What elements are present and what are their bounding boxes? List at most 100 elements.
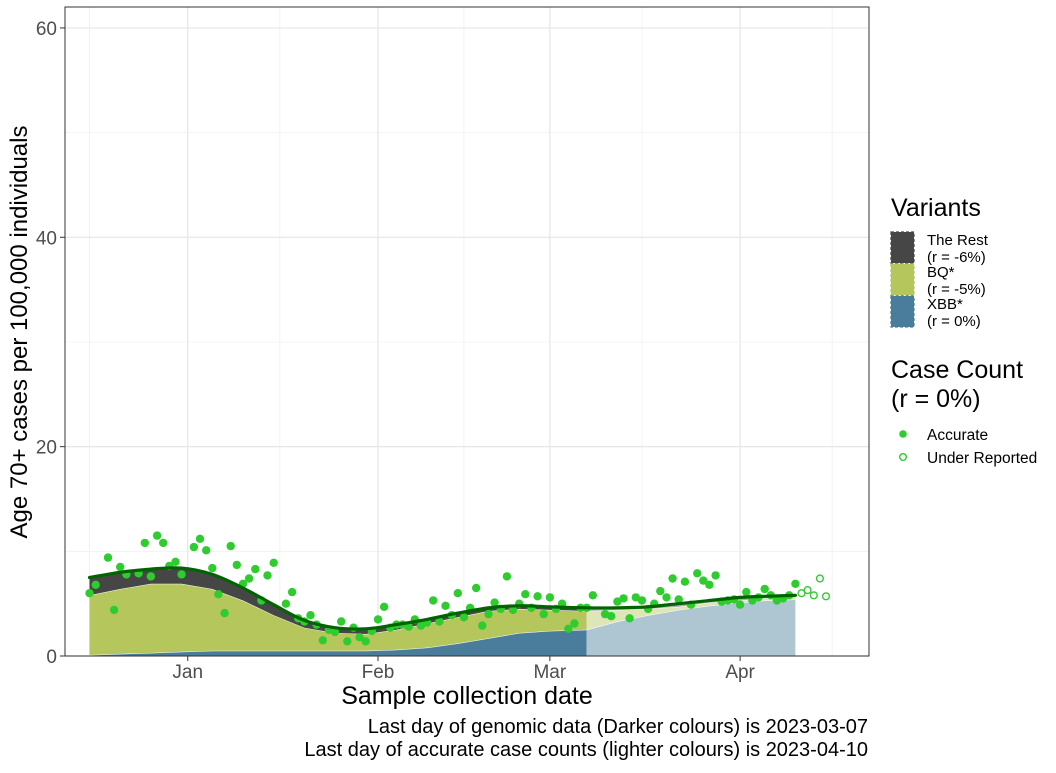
case-point-accurate xyxy=(171,557,180,566)
case-point-accurate xyxy=(91,580,100,589)
case-point-accurate xyxy=(373,615,383,624)
footnote-genomic: Last day of genomic data (Darker colours… xyxy=(368,716,868,738)
case-point-accurate xyxy=(662,593,671,602)
trend-line xyxy=(87,566,797,631)
case-point-accurate xyxy=(343,637,352,646)
legend-under-reported-label: Under Reported xyxy=(927,450,1037,467)
case-point-accurate xyxy=(791,579,800,588)
case-point-accurate xyxy=(735,600,745,609)
case-point-accurate xyxy=(680,577,690,586)
footnote-case-counts: Last day of accurate case counts (lighte… xyxy=(304,739,868,761)
case-point-accurate xyxy=(441,601,450,610)
case-point-accurate xyxy=(159,538,168,548)
case-point-under-reported xyxy=(815,574,825,583)
panel-background xyxy=(65,7,869,656)
case-point-accurate xyxy=(189,542,199,552)
case-point-accurate xyxy=(116,562,125,572)
case-point-accurate xyxy=(742,587,751,597)
case-point-accurate xyxy=(588,591,597,600)
case-point-accurate xyxy=(146,572,156,581)
case-point-accurate xyxy=(699,576,708,585)
legend-under-reported-key xyxy=(899,453,908,462)
x-tick-label: Mar xyxy=(533,662,566,683)
case-point-accurate xyxy=(208,563,217,573)
case-point-accurate xyxy=(484,609,493,619)
legend-variant-growth: (r = 0%) xyxy=(927,313,981,330)
case-point-accurate xyxy=(490,598,499,607)
legend-variants-title: Variants xyxy=(891,194,981,222)
case-point-accurate xyxy=(502,572,512,581)
case-point-accurate xyxy=(625,614,634,623)
legend: Variants The Rest(r = -6%)BQ*(r = -5%)XB… xyxy=(890,194,1037,467)
legend-key-therest xyxy=(890,231,915,264)
legend-variant-name: BQ* xyxy=(927,264,955,281)
legend-case-count-title-line2: (r = 0%) xyxy=(891,385,981,413)
case-point-accurate xyxy=(539,609,548,619)
case-point-under-reported xyxy=(809,591,818,600)
case-point-accurate xyxy=(195,534,205,543)
case-point-accurate xyxy=(619,594,628,603)
y-tick-label: 20 xyxy=(36,438,57,459)
case-point-accurate xyxy=(140,538,149,548)
case-point-accurate xyxy=(103,553,113,562)
case-point-accurate xyxy=(287,587,297,597)
case-point-accurate xyxy=(177,570,186,579)
case-point-accurate xyxy=(361,637,370,646)
legend-variant-growth: (r = -5%) xyxy=(927,281,986,298)
legend-variant-keys: The Rest(r = -6%)BQ*(r = -5%)XBB*(r = 0%… xyxy=(890,231,989,330)
case-point-accurate xyxy=(226,541,235,551)
case-point-accurate xyxy=(705,580,714,589)
case-point-accurate xyxy=(263,571,272,580)
area-bq-light xyxy=(586,597,796,630)
x-tick-label: Feb xyxy=(362,662,395,683)
trend-line-layer xyxy=(87,566,797,631)
case-point-accurate xyxy=(693,569,702,578)
case-point-accurate xyxy=(281,599,291,608)
case-point-accurate xyxy=(379,602,389,611)
case-point-accurate xyxy=(478,621,487,630)
case-point-accurate xyxy=(459,613,469,622)
legend-case-count-title-line1: Case Count xyxy=(891,356,1023,384)
area-bq-dark xyxy=(89,583,587,655)
case-point-accurate xyxy=(711,571,720,580)
case-point-accurate xyxy=(564,624,573,633)
case-point-accurate xyxy=(355,633,364,642)
case-point-accurate xyxy=(269,558,278,567)
case-point-accurate xyxy=(244,574,254,583)
case-point-accurate xyxy=(404,622,413,631)
case-point-accurate xyxy=(668,574,677,583)
legend-key-bq xyxy=(890,263,915,296)
grid-lines xyxy=(65,7,869,657)
case-point-accurate xyxy=(330,627,340,637)
case-point-accurate xyxy=(472,583,481,593)
case-point-under-reported xyxy=(803,585,812,595)
case-point-accurate xyxy=(674,595,683,604)
plot-panel xyxy=(65,7,869,656)
case-point-accurate xyxy=(533,592,542,601)
case-point-accurate xyxy=(152,531,162,540)
y-tick-label: 60 xyxy=(36,19,57,40)
case-point-accurate xyxy=(521,590,530,599)
case-point-accurate xyxy=(637,596,647,605)
legend-case-count-title: Case Count (r = 0%) xyxy=(891,356,1030,413)
case-point-accurate xyxy=(570,619,579,628)
x-axis: Jan Feb Mar Apr xyxy=(172,656,756,683)
case-point-accurate xyxy=(214,590,223,599)
case-point-accurate xyxy=(453,589,462,598)
legend-accurate-key xyxy=(899,430,907,438)
case-point-accurate xyxy=(656,586,665,596)
case-point-accurate xyxy=(202,546,211,555)
case-point-accurate xyxy=(251,564,260,574)
case-point-accurate xyxy=(306,611,315,620)
x-tick-label: Apr xyxy=(725,662,755,683)
legend-accurate-label: Accurate xyxy=(927,427,988,444)
case-point-accurate xyxy=(109,605,119,615)
case-point-under-reported xyxy=(821,592,831,601)
y-axis: 0 20 40 60 xyxy=(36,19,65,668)
y-axis-title: Age 70+ cases per 100,000 individuals xyxy=(6,126,33,539)
x-tick-label: Jan xyxy=(172,662,203,683)
case-point-under-reported xyxy=(797,589,806,598)
case-point-accurate xyxy=(435,617,444,626)
